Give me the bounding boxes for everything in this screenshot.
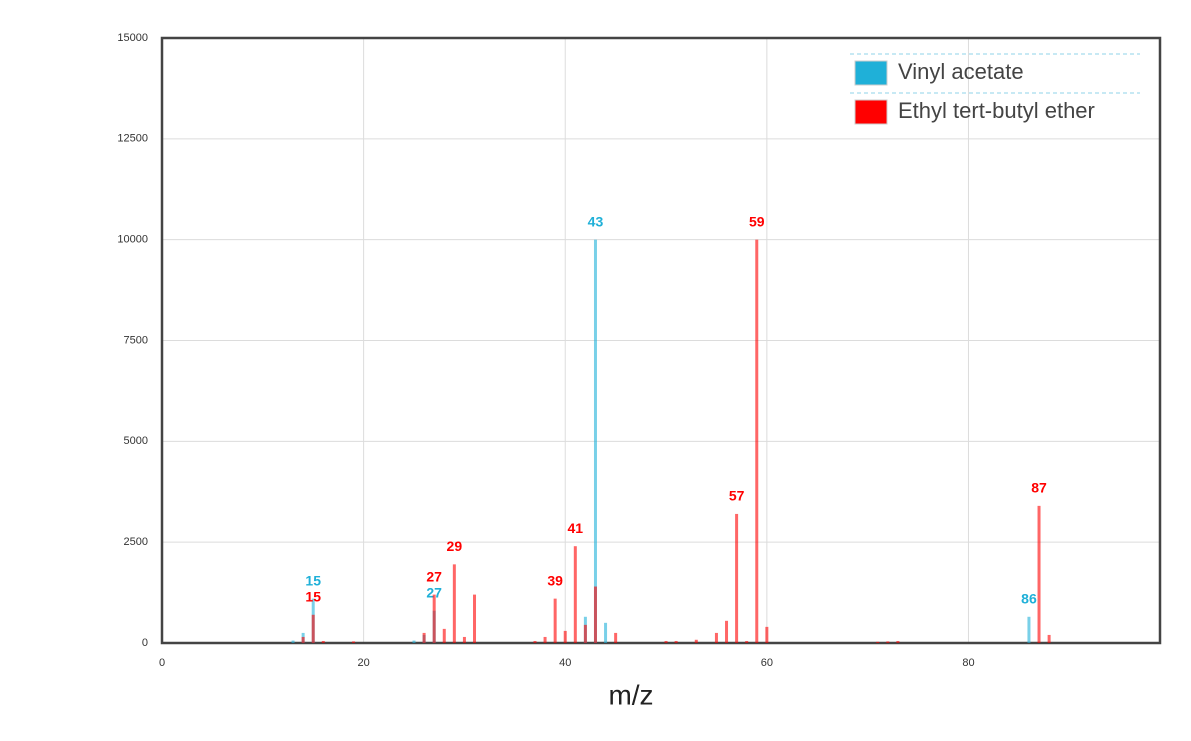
x-tick-label: 20 bbox=[357, 657, 369, 669]
peak-bar bbox=[755, 239, 759, 643]
y-tick-label: 7500 bbox=[124, 334, 148, 346]
peak-bar bbox=[765, 626, 769, 643]
peak-bar bbox=[422, 632, 426, 643]
peak-bar bbox=[1037, 505, 1041, 643]
y-tick-label: 2500 bbox=[124, 536, 148, 548]
x-tick-label: 40 bbox=[559, 657, 571, 669]
peak-label: 87 bbox=[1031, 480, 1047, 496]
y-tick-label: 15000 bbox=[117, 32, 148, 44]
peak-bar bbox=[442, 628, 446, 643]
peak-bar bbox=[462, 636, 466, 643]
peak-bar bbox=[886, 641, 890, 643]
peak-bar bbox=[714, 632, 718, 643]
peak-label: 15 bbox=[305, 572, 321, 588]
peak-bar bbox=[876, 641, 880, 643]
peak-label: 59 bbox=[749, 213, 765, 229]
peak-label: 39 bbox=[547, 572, 563, 588]
peak-bar bbox=[1027, 616, 1031, 643]
x-tick-label: 0 bbox=[159, 657, 165, 669]
legend-label: Ethyl tert-butyl ether bbox=[898, 98, 1095, 123]
peak-bar bbox=[473, 594, 477, 643]
peak-bar bbox=[604, 622, 608, 643]
x-axis-label: m/z bbox=[608, 679, 653, 710]
peak-bar bbox=[412, 640, 416, 643]
peak-bar bbox=[694, 639, 698, 643]
peak-bar bbox=[301, 636, 305, 643]
peak-label: 86 bbox=[1021, 590, 1037, 606]
peak-bar bbox=[291, 640, 295, 643]
legend-swatch bbox=[854, 99, 888, 125]
y-tick-label: 12500 bbox=[117, 133, 148, 145]
peak-bar bbox=[725, 620, 729, 643]
peak-bar bbox=[614, 632, 618, 643]
peak-bar bbox=[1047, 634, 1051, 643]
peak-bar bbox=[432, 594, 436, 643]
peak-bar bbox=[321, 640, 325, 643]
peak-bar bbox=[593, 586, 597, 643]
peak-label: 27 bbox=[426, 584, 442, 600]
peak-bar bbox=[593, 239, 597, 643]
y-tick-label: 10000 bbox=[117, 234, 148, 246]
peak-bar bbox=[674, 640, 678, 643]
legend-swatch bbox=[854, 60, 888, 86]
peak-label: 27 bbox=[426, 568, 442, 584]
peak-bar bbox=[543, 636, 547, 643]
peak-bar bbox=[533, 640, 537, 643]
plot-frame bbox=[160, 36, 1162, 645]
peak-label: 29 bbox=[447, 538, 463, 554]
peak-bar bbox=[583, 624, 587, 643]
peak-bar bbox=[735, 513, 739, 643]
y-tick-label: 5000 bbox=[124, 435, 148, 447]
peak-bar bbox=[452, 564, 456, 643]
x-tick-label: 60 bbox=[761, 657, 773, 669]
peak-bar bbox=[563, 630, 567, 643]
peak-label: 57 bbox=[729, 488, 745, 504]
peak-bar bbox=[745, 640, 749, 643]
peak-bar bbox=[311, 614, 315, 643]
peak-bar bbox=[553, 598, 557, 643]
peak-label: 41 bbox=[568, 520, 584, 536]
peak-bar bbox=[664, 640, 668, 643]
peak-bar bbox=[352, 641, 356, 643]
x-tick-label: 80 bbox=[962, 657, 974, 669]
peak-bar bbox=[896, 640, 900, 643]
peak-bar bbox=[573, 546, 577, 643]
legend-label: Vinyl acetate bbox=[898, 59, 1024, 84]
peak-label: 43 bbox=[588, 213, 604, 229]
y-tick-label: 0 bbox=[142, 637, 148, 649]
peak-label: 15 bbox=[305, 588, 321, 604]
